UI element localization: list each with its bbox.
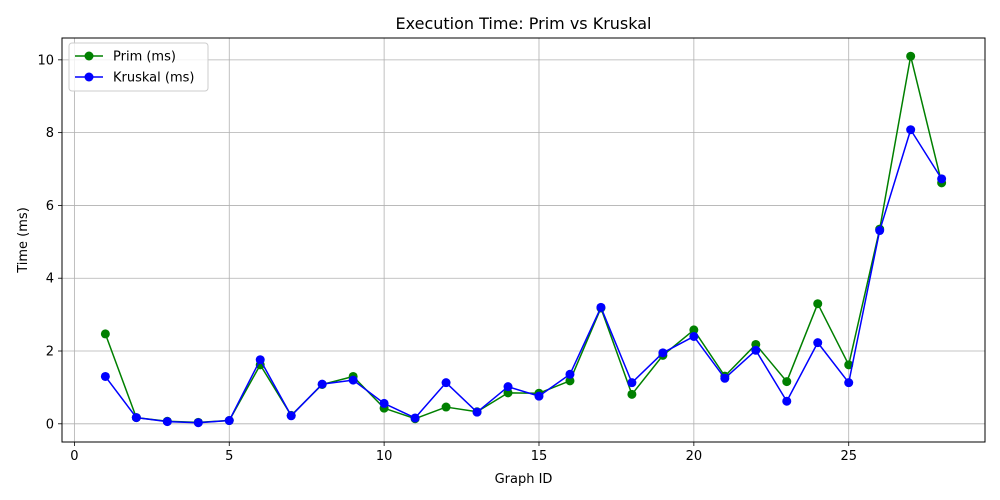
x-tick-label: 20 [686, 449, 703, 464]
series-kruskal [100, 125, 947, 428]
legend-marker-kruskal [84, 72, 94, 82]
data-point-kruskal [751, 345, 761, 355]
y-tick-label: 0 [46, 417, 54, 432]
data-point-prim [627, 389, 637, 399]
y-tick-label: 2 [46, 345, 54, 360]
data-point-kruskal [193, 418, 203, 428]
data-point-kruskal [534, 391, 544, 401]
data-point-prim [100, 329, 110, 339]
data-point-kruskal [379, 398, 389, 408]
data-point-kruskal [596, 302, 606, 312]
data-point-prim [782, 377, 792, 387]
y-tick-label: 8 [46, 126, 54, 141]
data-point-kruskal [875, 226, 885, 236]
data-point-kruskal [162, 417, 172, 427]
data-point-kruskal [441, 378, 451, 388]
plot-frame [61, 37, 986, 443]
data-point-kruskal [627, 378, 637, 388]
data-point-prim [503, 388, 513, 398]
series-line-prim [104, 55, 943, 424]
y-tick-label: 4 [46, 272, 54, 287]
grid-lines [62, 38, 985, 442]
data-point-kruskal [503, 382, 513, 392]
data-point-kruskal [131, 413, 141, 423]
data-point-kruskal [348, 375, 358, 385]
x-tick-label: 5 [225, 449, 233, 464]
data-point-prim [565, 376, 575, 386]
series-line-kruskal [104, 128, 943, 424]
data-point-kruskal [317, 379, 327, 389]
x-axis-label: Graph ID [495, 472, 553, 487]
data-point-kruskal [472, 407, 482, 417]
series-layer [100, 51, 947, 428]
data-point-kruskal [286, 411, 296, 421]
legend-box [68, 42, 209, 92]
chart-title: Execution Time: Prim vs Kruskal [396, 14, 652, 33]
legend-marker-prim [84, 51, 94, 61]
data-point-kruskal [565, 369, 575, 379]
y-tick-label: 6 [46, 199, 54, 214]
data-point-kruskal [658, 348, 668, 358]
data-point-kruskal [937, 174, 947, 184]
x-tick-label: 15 [531, 449, 548, 464]
legend-label-prim: Prim (ms) [113, 50, 176, 65]
legend-label-kruskal: Kruskal (ms) [113, 71, 194, 86]
x-tick-label: 0 [70, 449, 78, 464]
data-point-kruskal [720, 373, 730, 383]
data-point-kruskal [906, 125, 916, 135]
axis-ticks: 0 5 10 15 20 25 0 2 4 6 8 10 [37, 53, 857, 464]
x-tick-label: 25 [840, 449, 857, 464]
data-point-prim [813, 299, 823, 309]
data-point-prim [906, 51, 916, 61]
data-point-prim [689, 325, 699, 335]
data-point-kruskal [224, 416, 234, 426]
data-point-prim [441, 402, 451, 412]
data-point-prim [844, 360, 854, 370]
legend: Prim (ms) Kruskal (ms) [68, 42, 209, 92]
data-point-kruskal [689, 331, 699, 341]
data-point-kruskal [255, 355, 265, 365]
data-point-kruskal [844, 378, 854, 388]
series-prim [100, 51, 947, 427]
data-point-kruskal [410, 413, 420, 423]
y-tick-label: 10 [37, 53, 54, 68]
y-axis-label: Time (ms) [16, 207, 31, 274]
x-tick-label: 10 [376, 449, 393, 464]
data-point-kruskal [813, 338, 823, 348]
data-point-kruskal [100, 371, 110, 381]
data-point-kruskal [782, 396, 792, 406]
